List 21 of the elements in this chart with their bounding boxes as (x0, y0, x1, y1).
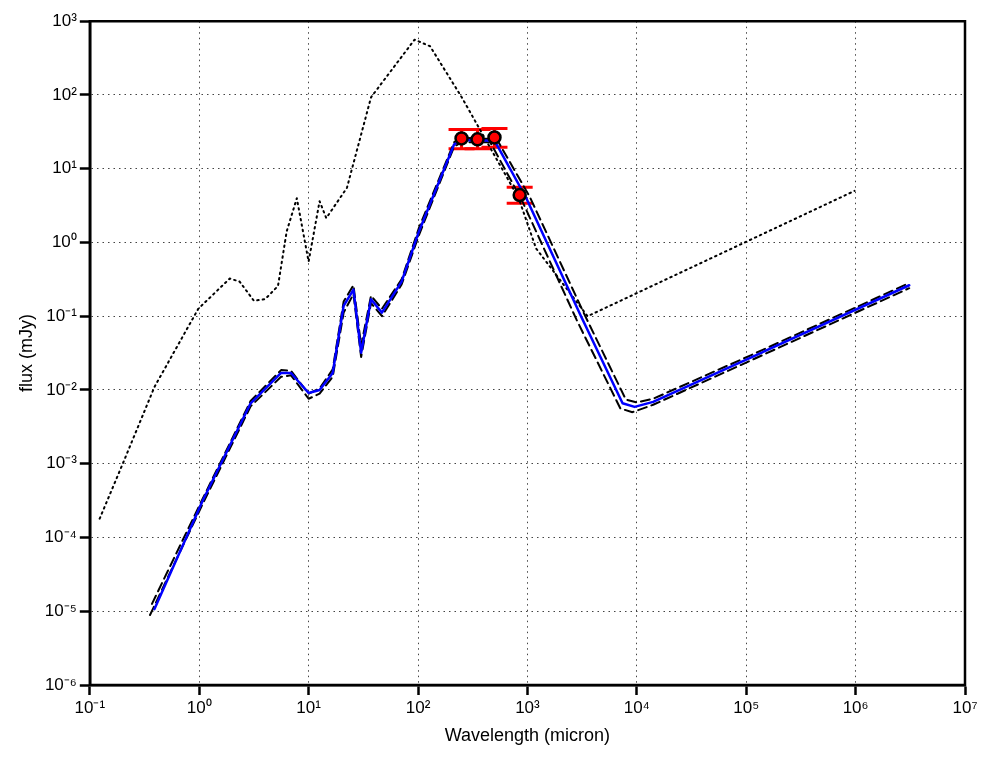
y-tick-label: 10⁻³ (46, 453, 78, 473)
y-tick-label: 10⁻¹ (46, 305, 78, 325)
y-tick-label: 10⁻⁴ (44, 527, 77, 547)
x-tick-label: 10³ (515, 697, 541, 717)
y-tick-label: 10⁻⁶ (44, 674, 77, 694)
x-tick-label: 10⁷ (952, 697, 978, 717)
x-tick-label: 10⁵ (733, 697, 760, 717)
y-tick-label: 10² (52, 84, 78, 104)
x-tick-label: 10¹ (296, 697, 322, 717)
x-tick-label: 10⁰ (186, 697, 212, 717)
y-tick-label: 10⁻⁵ (44, 600, 77, 620)
y-tick-label: 10¹ (52, 158, 78, 178)
x-tick-label: 10⁴ (623, 697, 650, 717)
x-tick-label: 10² (405, 697, 431, 717)
y-tick-label: 10³ (52, 10, 78, 30)
x-axis-title: Wavelength (micron) (444, 725, 611, 746)
x-tick-label: 10⁶ (842, 697, 869, 717)
x-tick-label: 10⁻¹ (74, 697, 106, 717)
y-tick-label: 10⁰ (51, 232, 77, 252)
y-tick-label: 10⁻² (46, 379, 78, 399)
y-axis-title: flux (mJy) (15, 314, 36, 393)
